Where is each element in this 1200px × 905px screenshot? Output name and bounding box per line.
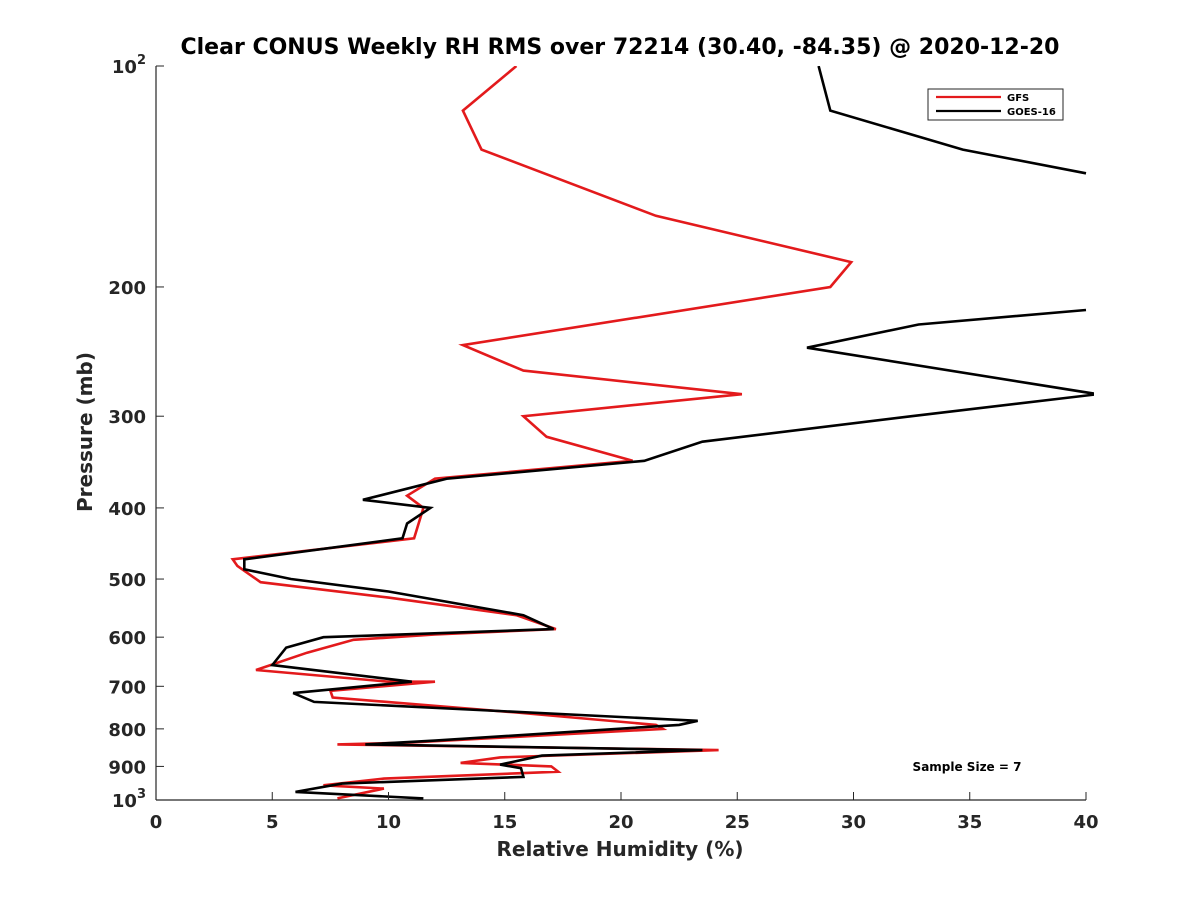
- y-tick-label: 900: [108, 757, 146, 778]
- x-tick-label: 15: [492, 812, 517, 833]
- y-axis-label: Pressure (mb): [73, 352, 97, 512]
- y-tick-label: 102: [112, 53, 146, 78]
- x-ticks: 0 5 10 15 20 25 30 35 40: [150, 792, 1099, 833]
- y-tick-label: 700: [108, 677, 146, 698]
- chart-title: Clear CONUS Weekly RH RMS over 72214 (30…: [181, 35, 1060, 60]
- y-tick-label: 800: [108, 720, 146, 741]
- series-line-goes16: [817, 66, 1087, 175]
- legend-gfs-label: GFS: [1007, 93, 1029, 104]
- y-ticks: 102 200 300 400 500 600 700 800 900 103: [108, 53, 164, 812]
- x-tick-label: 20: [608, 812, 633, 833]
- y-tick-label: 400: [108, 499, 146, 520]
- legend-box: [927, 88, 1064, 121]
- x-tick-label: 10: [376, 812, 401, 833]
- legend-goes16-label: GOES-16: [1007, 107, 1056, 118]
- x-tick-label: 40: [1073, 812, 1098, 833]
- series-line-gfs: [230, 66, 854, 800]
- series-line-goes16: [243, 308, 1094, 800]
- x-tick-label: 35: [957, 812, 982, 833]
- x-axis-label: Relative Humidity (%): [496, 837, 743, 861]
- y-tick-label: 600: [108, 628, 146, 649]
- series-layer: [230, 66, 1094, 800]
- x-tick-label: 30: [841, 812, 866, 833]
- y-tick-label: 300: [108, 407, 146, 428]
- y-tick-label: 103: [112, 787, 146, 812]
- axes-layer: [155, 66, 1086, 801]
- x-tick-label: 0: [150, 812, 163, 833]
- legend: GFS GOES-16: [927, 88, 1064, 121]
- sample-size-annotation: Sample Size = 7: [913, 760, 1022, 774]
- y-tick-label: 200: [108, 278, 146, 299]
- x-tick-label: 5: [266, 812, 279, 833]
- y-tick-label: 500: [108, 570, 146, 591]
- x-tick-label: 25: [725, 812, 750, 833]
